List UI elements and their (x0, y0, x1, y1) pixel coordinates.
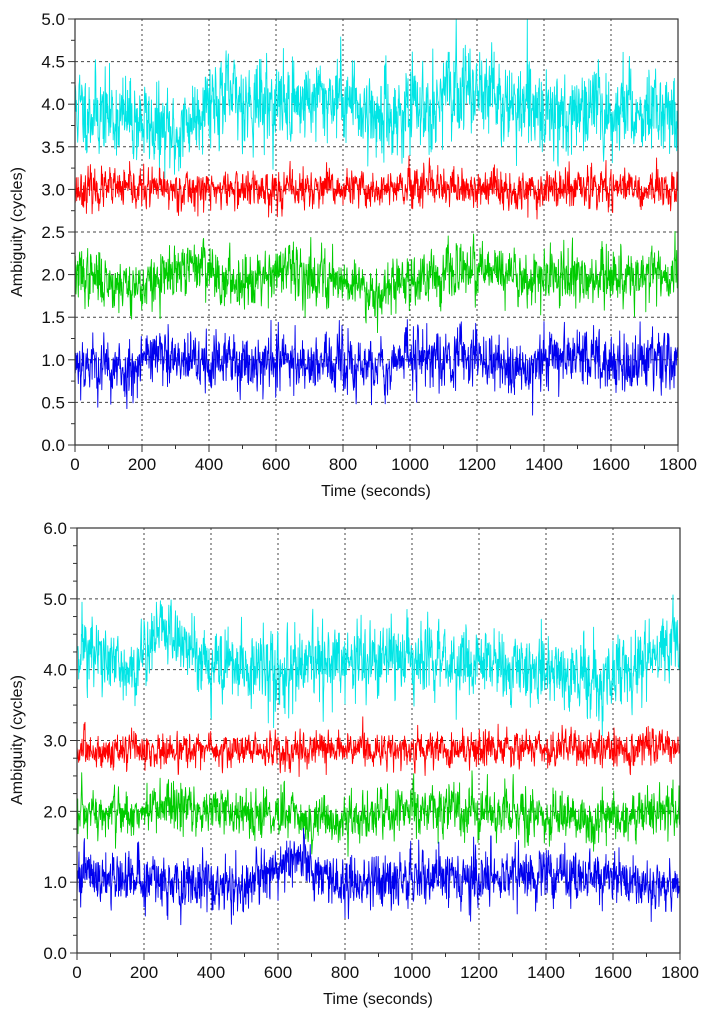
y-tick-label: 3.0 (43, 732, 67, 751)
x-tick-label: 0 (70, 455, 79, 474)
y-tick-labels: 0.0 1.0 2.0 3.0 4.0 5.0 6.0 (43, 519, 67, 963)
bottom-ambiguity-plot: 0 200 400 600 800 1000 1200 1400 1600 1800 0.0 1.0… (9, 519, 699, 1008)
y-tick-label: 2.0 (41, 266, 65, 285)
x-tick-label: 1400 (527, 963, 565, 982)
y-tick-label: 5.0 (43, 590, 67, 609)
x-tick-label: 200 (128, 455, 156, 474)
y-tick-label: 1.5 (41, 308, 65, 327)
series-line-blue (74, 319, 679, 416)
axis-ticks (68, 18, 679, 452)
x-tick-label: 1200 (460, 963, 498, 982)
x-tick-label: 0 (72, 963, 81, 982)
y-tick-label: 2.0 (43, 802, 67, 821)
series-lines (74, 18, 679, 416)
y-tick-label: 6.0 (43, 519, 67, 538)
x-tick-label: 400 (195, 455, 223, 474)
x-tick-label: 600 (262, 455, 290, 474)
series-lines (76, 594, 681, 926)
series-line-blue (76, 827, 681, 926)
series-line-cyan (76, 594, 681, 737)
x-axis-label: Time (seconds) (321, 483, 431, 500)
x-tick-label: 1400 (525, 455, 563, 474)
x-tick-label: 1600 (592, 455, 630, 474)
x-tick-labels: 0 200 400 600 800 1000 1200 1400 1600 1800 (72, 963, 699, 982)
series-line-green (76, 770, 681, 857)
x-tick-label: 1000 (391, 455, 429, 474)
x-tick-label: 800 (331, 963, 359, 982)
x-tick-label: 1600 (594, 963, 632, 982)
y-tick-label: 4.0 (41, 95, 65, 114)
x-axis-label: Time (seconds) (323, 991, 433, 1008)
x-tick-label: 600 (264, 963, 292, 982)
top-ambiguity-plot: 0 200 400 600 800 1000 1200 1400 1600 1800 0.0 0.5… (9, 10, 697, 500)
x-tick-label: 1800 (661, 963, 699, 982)
x-tick-label: 400 (197, 963, 225, 982)
x-tick-label: 1000 (393, 963, 431, 982)
x-tick-label: 800 (329, 455, 357, 474)
x-tick-label: 200 (130, 963, 158, 982)
x-tick-label: 1800 (659, 455, 697, 474)
y-axis-label: Ambiguity (cycles) (9, 675, 26, 805)
y-tick-label: 0.5 (41, 393, 65, 412)
series-line-red (76, 716, 681, 777)
axis-ticks (70, 527, 681, 960)
y-tick-label: 3.5 (41, 138, 65, 157)
y-tick-label: 4.0 (43, 661, 67, 680)
x-tick-label: 1200 (458, 455, 496, 474)
series-line-cyan (74, 18, 679, 179)
y-tick-label: 3.0 (41, 180, 65, 199)
series-line-red (74, 155, 679, 220)
y-tick-label: 1.0 (41, 351, 65, 370)
y-tick-label: 0.0 (41, 436, 65, 455)
series-line-green (74, 230, 679, 334)
y-tick-label: 2.5 (41, 223, 65, 242)
y-tick-label: 5.0 (41, 10, 65, 29)
x-tick-labels: 0 200 400 600 800 1000 1200 1400 1600 1800 (70, 455, 697, 474)
y-tick-label: 0.0 (43, 944, 67, 963)
y-tick-labels: 0.0 0.5 1.0 1.5 2.0 2.5 3.0 3.5 4.0 4.5 5.0 (41, 10, 65, 455)
y-axis-label: Ambiguity (cycles) (9, 167, 26, 297)
y-tick-label: 1.0 (43, 873, 67, 892)
y-tick-label: 4.5 (41, 53, 65, 72)
